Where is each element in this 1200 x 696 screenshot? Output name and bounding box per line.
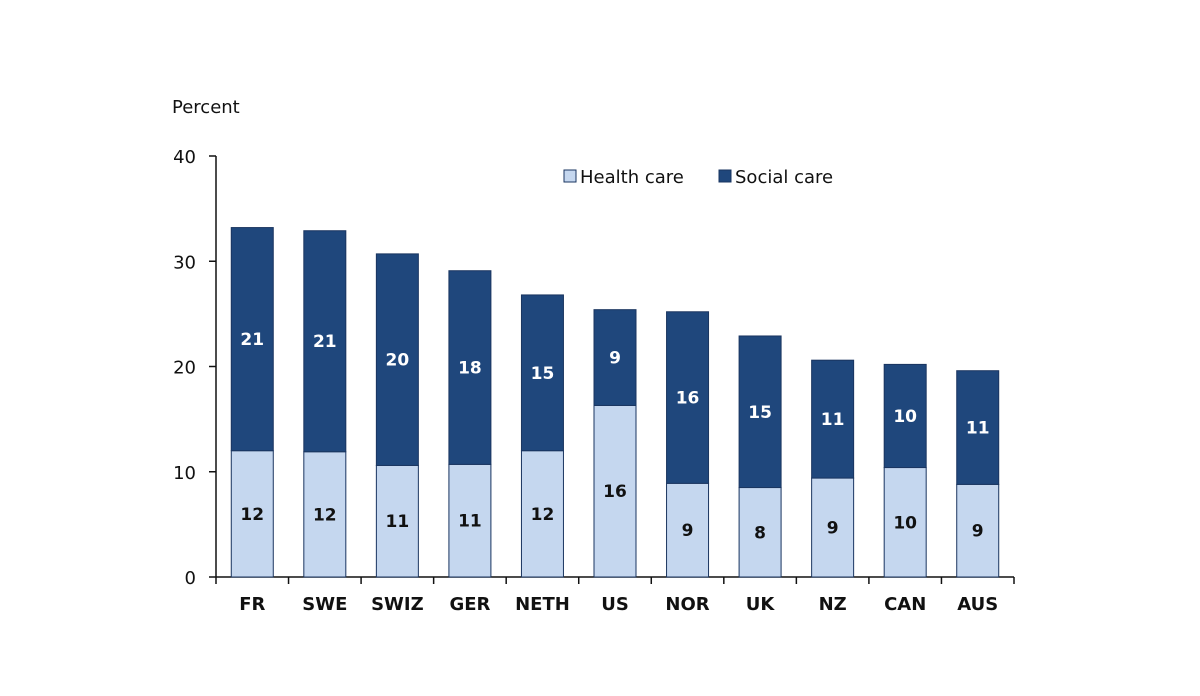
bar-segment-health (666, 482, 710, 578)
x-category-label: GER (449, 594, 490, 615)
bar-value-label: 10 (893, 407, 917, 427)
bar-value-label: 11 (386, 512, 410, 532)
bar-value-label: 9 (682, 521, 694, 541)
x-category-label: FR (239, 594, 265, 615)
bar-value-label: 11 (821, 410, 845, 430)
bar-segment-social (883, 363, 927, 469)
y-tick-label: 40 (173, 147, 196, 168)
legend: Health care Social care (563, 167, 833, 188)
y-axis-label: Percent (172, 97, 240, 118)
bar-value-label: 12 (313, 505, 337, 525)
y-tick-label: 30 (173, 252, 196, 273)
bar-value-label: 12 (531, 505, 555, 525)
bar-segment-social (520, 294, 564, 452)
y-tick-label: 10 (173, 463, 196, 484)
bar-segment-health (375, 464, 419, 578)
bar-segment-social (375, 253, 419, 466)
bar-value-label: 10 (893, 513, 917, 533)
bar-value-label: 16 (676, 389, 700, 409)
legend-label: Social care (735, 167, 833, 188)
bar-segment-health (230, 450, 274, 578)
bar-segment-health (593, 404, 637, 578)
bar-segment-health (738, 487, 782, 578)
bar-segment-social (956, 370, 1000, 485)
x-category-label: US (601, 594, 629, 615)
bar-segment-social (230, 227, 274, 452)
bar-value-label: 12 (240, 505, 264, 525)
bar-value-label: 9 (972, 522, 984, 542)
bar-value-label: 9 (609, 349, 621, 369)
bar-segment-social (303, 230, 347, 453)
x-category-label: CAN (884, 594, 926, 615)
bars: 12 21 FR 12 21 SWE 11 20 SWIZ 11 18 GER 12 15 NETH 16 9 U… (230, 227, 1000, 615)
bar-value-label: 16 (603, 482, 627, 502)
bar-segment-health (956, 483, 1000, 578)
bar-value-label: 21 (313, 332, 337, 352)
bar-segment-social (448, 270, 492, 465)
bar-value-label: 21 (240, 330, 264, 350)
bar-segment-social (593, 309, 637, 406)
bar-segment-health (811, 477, 855, 578)
y-tick-label: 0 (185, 568, 196, 589)
bar-value-label: 8 (754, 523, 766, 543)
bar-value-label: 11 (458, 512, 482, 532)
x-category-label: UK (746, 594, 776, 615)
legend-swatch (718, 169, 732, 183)
y-tick-label: 20 (173, 358, 196, 379)
x-category-label: NZ (819, 594, 847, 615)
bar-value-label: 15 (748, 403, 772, 423)
bar-segment-health (448, 463, 492, 578)
x-category-label: SWE (302, 594, 347, 615)
bar-value-label: 20 (386, 351, 410, 371)
legend-label: Health care (580, 167, 684, 188)
bar-segment-social (666, 311, 710, 484)
x-category-label: SWIZ (371, 594, 424, 615)
bar-segment-social (811, 359, 855, 479)
bar-segment-health (303, 451, 347, 578)
bar-value-label: 15 (531, 364, 555, 384)
bar-segment-health (883, 467, 927, 578)
bar-value-label: 18 (458, 359, 482, 379)
legend-swatch (563, 169, 577, 183)
bar-segment-social (738, 335, 782, 489)
bar-value-label: 11 (966, 419, 990, 439)
axes: 0 10 20 30 40 (173, 147, 1015, 589)
x-category-label: AUS (957, 594, 998, 615)
x-category-label: NOR (665, 594, 709, 615)
bar-segment-health (520, 450, 564, 578)
x-category-label: NETH (515, 594, 570, 615)
bar-value-label: 9 (827, 519, 839, 539)
